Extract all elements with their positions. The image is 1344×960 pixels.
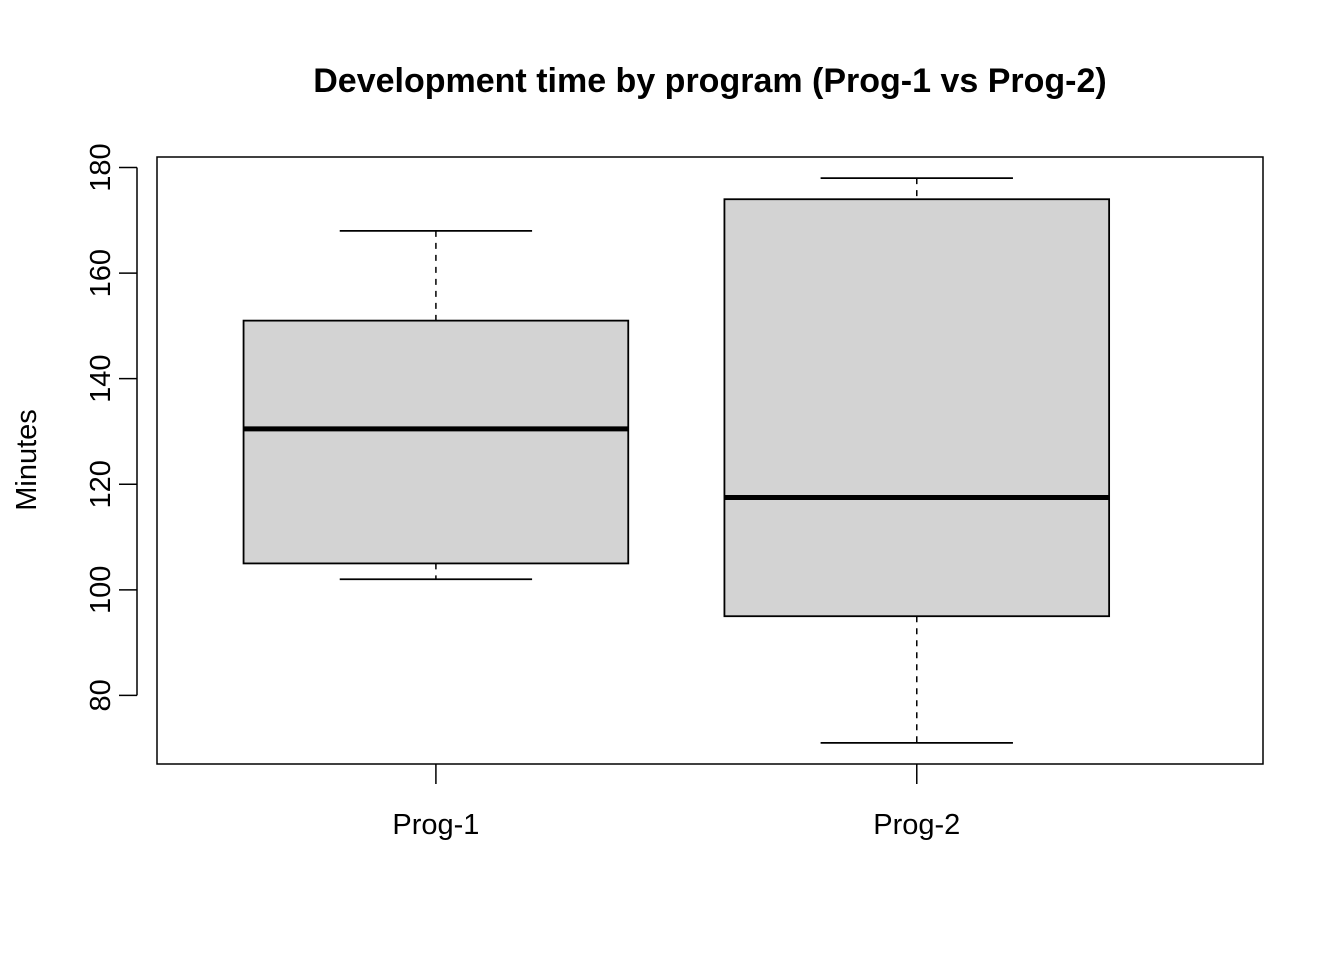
- y-axis-label: Minutes: [11, 409, 43, 511]
- iqr-box: [242, 319, 630, 565]
- x-tick-label: Prog-2: [873, 809, 960, 841]
- box-group-prog-1: [242, 229, 630, 581]
- y-tick-label: 140: [85, 354, 117, 402]
- y-tick-label: 120: [85, 460, 117, 508]
- boxes: [242, 177, 1111, 744]
- y-tick-label: 80: [85, 679, 117, 711]
- y-tick-label: 100: [85, 566, 117, 614]
- iqr-box: [723, 198, 1111, 618]
- x-axis: Prog-1 Prog-2: [392, 764, 960, 841]
- y-axis: 80 100 120 140 160 180: [85, 143, 138, 712]
- y-tick-label: 160: [85, 249, 117, 297]
- plot-frame: [156, 156, 1264, 765]
- chart-title: Development time by program (Prog-1 vs P…: [313, 62, 1107, 100]
- box-group-prog-2: [723, 177, 1111, 744]
- y-tick-label: 180: [85, 143, 117, 191]
- x-tick-label: Prog-1: [392, 809, 479, 841]
